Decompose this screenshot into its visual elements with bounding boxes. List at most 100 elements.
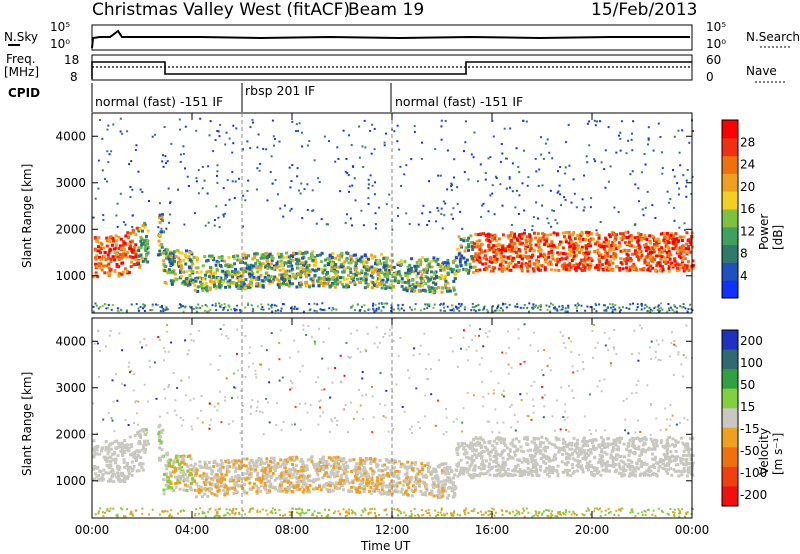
data-cell [238,277,242,281]
data-cell [222,306,225,309]
data-cell [128,255,132,259]
data-cell [612,257,616,261]
data-cell [405,467,409,471]
data-cell [92,216,95,219]
data-cell [433,303,436,306]
data-cell [323,309,326,312]
data-cell [567,241,571,245]
data-cell [528,448,532,452]
data-cell [491,448,495,452]
data-cell [552,231,556,235]
data-cell [198,280,202,284]
data-cell [513,469,517,473]
data-cell [352,458,356,462]
data-cell [478,248,482,251]
data-cell [579,447,583,451]
data-cell [350,470,354,473]
data-cell [689,243,693,247]
data-cell [556,251,560,255]
data-cell [284,204,286,207]
data-cell [309,256,313,260]
data-cell [670,232,673,236]
data-cell [455,265,459,269]
data-cell [612,232,616,236]
data-cell [454,292,458,296]
data-cell [382,261,386,265]
data-cell [489,194,492,197]
data-cell [323,483,326,487]
data-cell [256,270,260,274]
data-cell [291,251,295,255]
data-cell [397,206,399,209]
data-cell [394,460,398,464]
data-cell [219,264,223,267]
data-cell [122,252,125,256]
data-cell [556,309,559,312]
data-cell [467,178,470,181]
data-cell [597,251,601,255]
data-cell [170,258,173,262]
data-cell [567,306,570,309]
data-cell [664,457,668,461]
data-cell [643,245,647,249]
data-cell [626,458,630,462]
data-cell [239,309,242,312]
data-cell [271,119,274,122]
data-cell [467,468,471,472]
data-cell [272,465,276,469]
data-cell [446,289,449,293]
data-cell [681,457,685,461]
data-cell [146,229,150,233]
data-cell [92,467,96,471]
data-cell [288,281,292,284]
data-cell [105,264,109,268]
data-cell [138,265,142,269]
data-cell [495,250,499,254]
data-cell [105,457,109,461]
data-cell [573,192,576,195]
data-cell [269,255,273,259]
data-cell [588,238,592,242]
data-cell [122,254,126,258]
data-cell [618,134,620,137]
data-cell [261,461,265,465]
data-cell [390,460,394,464]
data-cell [611,303,614,306]
nsky-strip-frame [91,24,693,51]
data-cell [514,250,518,254]
data-cell [265,148,268,151]
data-cell [99,257,103,261]
data-cell [589,262,592,266]
data-cell [399,490,403,494]
data-cell [564,307,567,310]
data-cell [408,466,412,469]
data-cell [158,423,162,427]
data-cell [313,159,316,162]
data-cell [609,303,611,306]
data-cell [386,302,389,305]
data-cell [570,441,574,445]
data-cell [424,493,428,497]
data-cell [296,469,300,473]
data-cell [246,189,249,192]
data-cell [619,131,622,134]
data-cell [598,445,602,449]
data-cell [356,277,359,281]
data-cell [317,267,320,271]
data-cell [362,487,366,491]
data-cell [667,241,671,244]
data-cell [682,306,685,309]
data-cell [241,476,245,480]
data-cell [121,132,124,135]
data-cell [683,229,686,231]
data-cell [365,476,369,480]
data-cell [219,477,223,481]
data-cell [183,462,187,466]
data-cell [451,489,454,493]
data-cell [532,269,536,273]
data-cell [185,277,189,280]
data-cell [497,305,499,308]
data-cell [212,256,216,260]
data-cell [437,286,441,289]
data-cell [341,261,345,265]
